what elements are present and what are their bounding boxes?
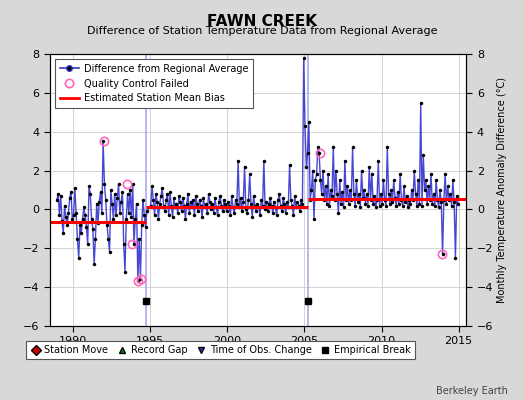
Text: FAWN CREEK: FAWN CREEK	[207, 14, 317, 29]
Y-axis label: Monthly Temperature Anomaly Difference (°C): Monthly Temperature Anomaly Difference (…	[497, 77, 507, 303]
Legend: Difference from Regional Average, Quality Control Failed, Estimated Station Mean: Difference from Regional Average, Qualit…	[54, 59, 253, 108]
Text: Difference of Station Temperature Data from Regional Average: Difference of Station Temperature Data f…	[87, 26, 437, 36]
Text: Berkeley Earth: Berkeley Earth	[436, 386, 508, 396]
Legend: Station Move, Record Gap, Time of Obs. Change, Empirical Break: Station Move, Record Gap, Time of Obs. C…	[26, 341, 414, 359]
